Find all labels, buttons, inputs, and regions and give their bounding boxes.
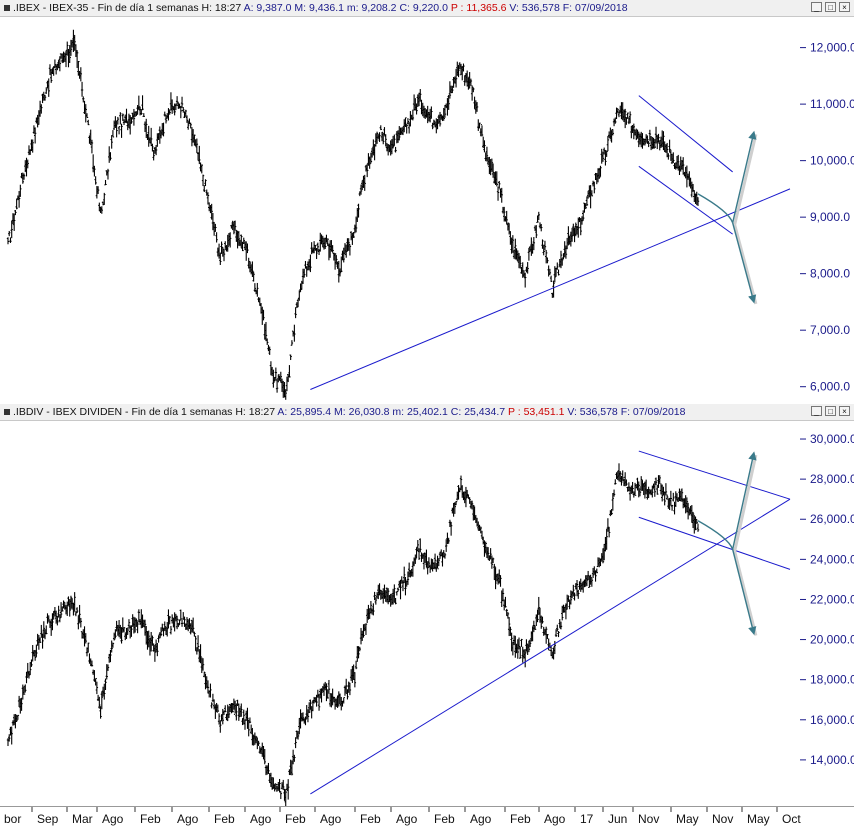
bottom-y-tick-label: 18,000.0 — [810, 673, 854, 687]
bottom-projection-arrow-shadow — [733, 454, 758, 552]
bottom-low: m: 25,402.1 — [392, 406, 448, 418]
top-projection-arrow-shadow — [733, 224, 758, 305]
x-axis-tick-label: Feb — [285, 812, 306, 826]
top-date: F: 07/09/2018 — [562, 2, 628, 14]
x-axis-tick-label: Ago — [470, 812, 492, 826]
bottom-y-tick-label: 24,000.0 — [810, 552, 854, 566]
x-axis-tick-label: May — [676, 812, 699, 826]
bottom-projection-arrow — [731, 549, 757, 636]
x-axis-tick-label: Ago — [396, 812, 418, 826]
x-axis-tick-label: Feb — [360, 812, 381, 826]
top-y-tick-label: 9,000.0 — [810, 210, 850, 224]
top-price-bars — [6, 29, 700, 400]
x-axis-tick-label: May — [747, 812, 770, 826]
bottom-trendline — [310, 498, 791, 795]
bottom-chart-title: .IBDIV - IBEX DIVIDEN - Fin de día 1 sem… — [13, 406, 233, 418]
bottom-high: M: 26,030.8 — [334, 406, 390, 418]
top-y-tick-label: 11,000.0 — [810, 97, 854, 111]
top-close-button[interactable]: × — [839, 2, 850, 12]
bottom-y-tick-label: 16,000.0 — [810, 713, 854, 727]
x-axis-tick-label: Feb — [510, 812, 531, 826]
top-open: A: 9,387.0 — [243, 2, 292, 14]
x-axis-tick-label: Jun — [608, 812, 627, 826]
top-projection-arrow-shadow — [733, 134, 758, 226]
top-close: C: 9,220.0 — [399, 2, 448, 14]
bottom-y-tick-label: 22,000.0 — [810, 592, 854, 606]
top-projection-arrow — [731, 222, 757, 304]
top-price-chart[interactable]: 6,000.0 7,000.0 8,000.0 9,000.0 10,000.0 11,0… — [0, 17, 854, 404]
bottom-time: H: 18:27 — [235, 406, 276, 418]
x-axis-tick-label: Ago — [102, 812, 124, 826]
top-y-tick-label: 10,000.0 — [810, 154, 854, 168]
top-maximize-button[interactable]: □ — [825, 2, 836, 12]
top-volume: V: 536,578 — [509, 2, 560, 14]
bottom-close: C: 25,434.7 — [450, 406, 506, 418]
bottom-y-tick-label: 20,000.0 — [810, 633, 854, 647]
x-axis-labels: bor Sep Mar Ago Feb Ago Feb Ago Feb Ago Feb Ago Feb A… — [4, 807, 801, 826]
x-axis-tick-label: Feb — [140, 812, 161, 826]
bottom-pointer-value: P : 53,451.1 — [508, 406, 565, 418]
bottom-maximize-button[interactable]: □ — [825, 406, 836, 416]
x-axis-tick-label: Ago — [177, 812, 199, 826]
bottom-chart-titlebar[interactable]: .IBDIV - IBEX DIVIDEN - Fin de día 1 sem… — [0, 404, 854, 421]
top-y-tick-label: 7,000.0 — [810, 323, 850, 337]
bottom-open: A: 25,895.4 — [277, 406, 332, 418]
x-axis-tick-label: Oct — [782, 812, 801, 826]
panel-menu-icon[interactable] — [4, 409, 10, 416]
top-y-tick-label: 12,000.0 — [810, 41, 854, 55]
bottom-volume: V: 536,578 — [567, 406, 618, 418]
top-trendline — [638, 95, 733, 173]
bottom-y-tick-label: 28,000.0 — [810, 472, 854, 486]
top-low: m: 9,208.2 — [346, 2, 397, 14]
top-projection-arrow — [731, 130, 757, 223]
top-high: M: 9,436.1 — [294, 2, 344, 14]
x-axis-tick-label: Feb — [434, 812, 455, 826]
x-axis-tick-label: bor — [4, 812, 21, 826]
bottom-minimize-button[interactable]: _ — [811, 406, 822, 416]
bottom-price-chart[interactable]: 14,000.0 16,000.0 18,000.0 20,000.0 22,000.0… — [0, 421, 854, 806]
bottom-projection-arrow — [731, 451, 757, 550]
x-axis-tick-label: Sep — [37, 812, 59, 826]
x-axis-tick-label: Ago — [544, 812, 566, 826]
bottom-date: F: 07/09/2018 — [620, 406, 686, 418]
bottom-trendline — [638, 450, 791, 500]
bottom-chart-panel: .IBDIV - IBEX DIVIDEN - Fin de día 1 sem… — [0, 404, 854, 806]
bottom-close-button[interactable]: × — [839, 406, 850, 416]
top-projection-leadin — [697, 193, 734, 224]
bottom-trendline — [638, 516, 791, 570]
x-axis-tick-label: Mar — [72, 812, 93, 826]
top-chart-title: .IBEX - IBEX-35 - Fin de día 1 semanas — [13, 2, 199, 14]
x-axis-tick-label: Nov — [638, 812, 659, 826]
top-y-tick-label: 8,000.0 — [810, 267, 850, 281]
top-chart-titlebar[interactable]: .IBEX - IBEX-35 - Fin de día 1 semanas H… — [0, 0, 854, 17]
top-time: H: 18:27 — [201, 2, 242, 14]
bottom-projection-leadin — [697, 520, 734, 550]
bottom-price-bars — [6, 463, 700, 806]
bottom-y-tick-label: 26,000.0 — [810, 512, 854, 526]
bottom-y-tick-label: 30,000.0 — [810, 432, 854, 446]
top-pointer-value: P : 11,365.6 — [450, 2, 507, 14]
top-minimize-button[interactable]: _ — [811, 2, 822, 12]
bottom-projection-arrow-shadow — [733, 550, 758, 636]
panel-menu-icon[interactable] — [4, 5, 10, 12]
x-axis-tick-label: Ago — [320, 812, 342, 826]
bottom-y-tick-label: 14,000.0 — [810, 753, 854, 767]
x-axis: bor Sep Mar Ago Feb Ago Feb Ago Feb Ago Feb Ago Feb A… — [0, 806, 854, 828]
x-axis-tick-label: Ago — [250, 812, 272, 826]
x-axis-tick-label: Feb — [214, 812, 235, 826]
top-trendline — [310, 188, 791, 390]
top-trendline — [638, 165, 733, 235]
top-chart-panel: .IBEX - IBEX-35 - Fin de día 1 semanas H… — [0, 0, 854, 404]
top-y-tick-label: 6,000.0 — [810, 380, 850, 394]
x-axis-tick-label: 17 — [580, 812, 594, 826]
x-axis-tick-label: Nov — [712, 812, 733, 826]
